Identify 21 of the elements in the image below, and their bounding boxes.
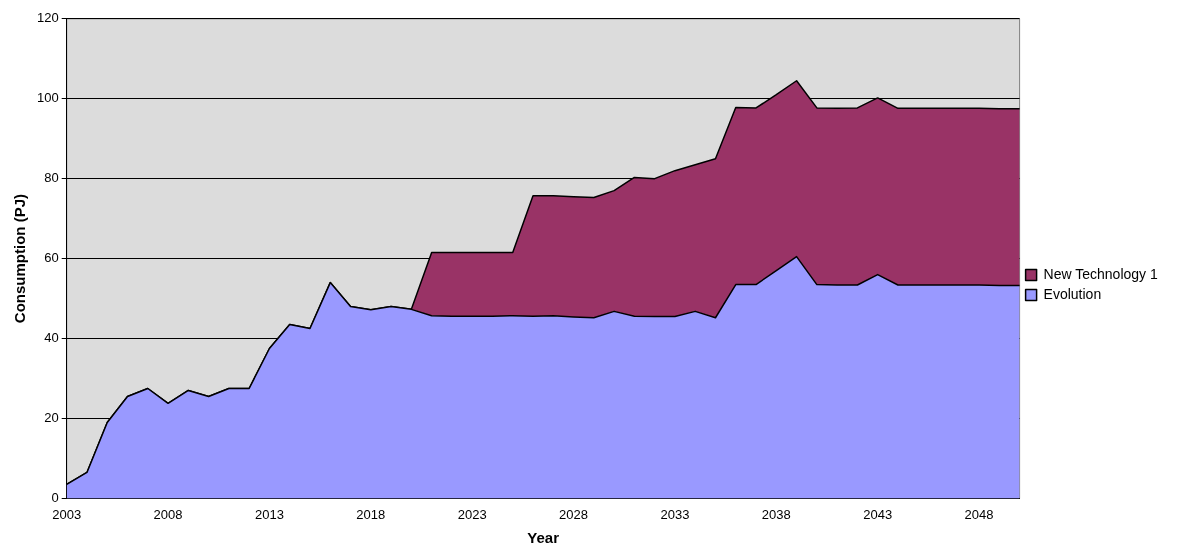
x-tick-label: 2033 xyxy=(660,506,690,522)
x-tick-label: 2003 xyxy=(52,506,82,522)
x-tick-label: 2013 xyxy=(254,506,284,522)
x-tick-label: 2043 xyxy=(863,506,893,522)
y-axis-title: Consumption (PJ) xyxy=(11,194,29,324)
x-tick-label: 2028 xyxy=(559,506,589,522)
x-tick-label: 2008 xyxy=(153,506,183,522)
y-tick-label: 0 xyxy=(51,489,59,505)
legend-label: New Technology 1 xyxy=(1043,265,1158,282)
x-tick-label: 2023 xyxy=(457,506,487,522)
x-tick-label: 2048 xyxy=(964,506,994,522)
y-tick-label: 80 xyxy=(44,170,59,186)
x-tick-label: 2018 xyxy=(356,506,386,522)
y-tick-label: 20 xyxy=(44,410,59,426)
x-axis-title: Year xyxy=(527,529,560,547)
y-tick-label: 100 xyxy=(36,90,59,106)
y-tick-label: 120 xyxy=(36,10,59,26)
legend-label: Evolution xyxy=(1043,285,1102,302)
x-tick-label: 2038 xyxy=(761,506,791,522)
y-tick-label: 60 xyxy=(44,250,59,266)
y-tick-label: 40 xyxy=(44,330,59,346)
